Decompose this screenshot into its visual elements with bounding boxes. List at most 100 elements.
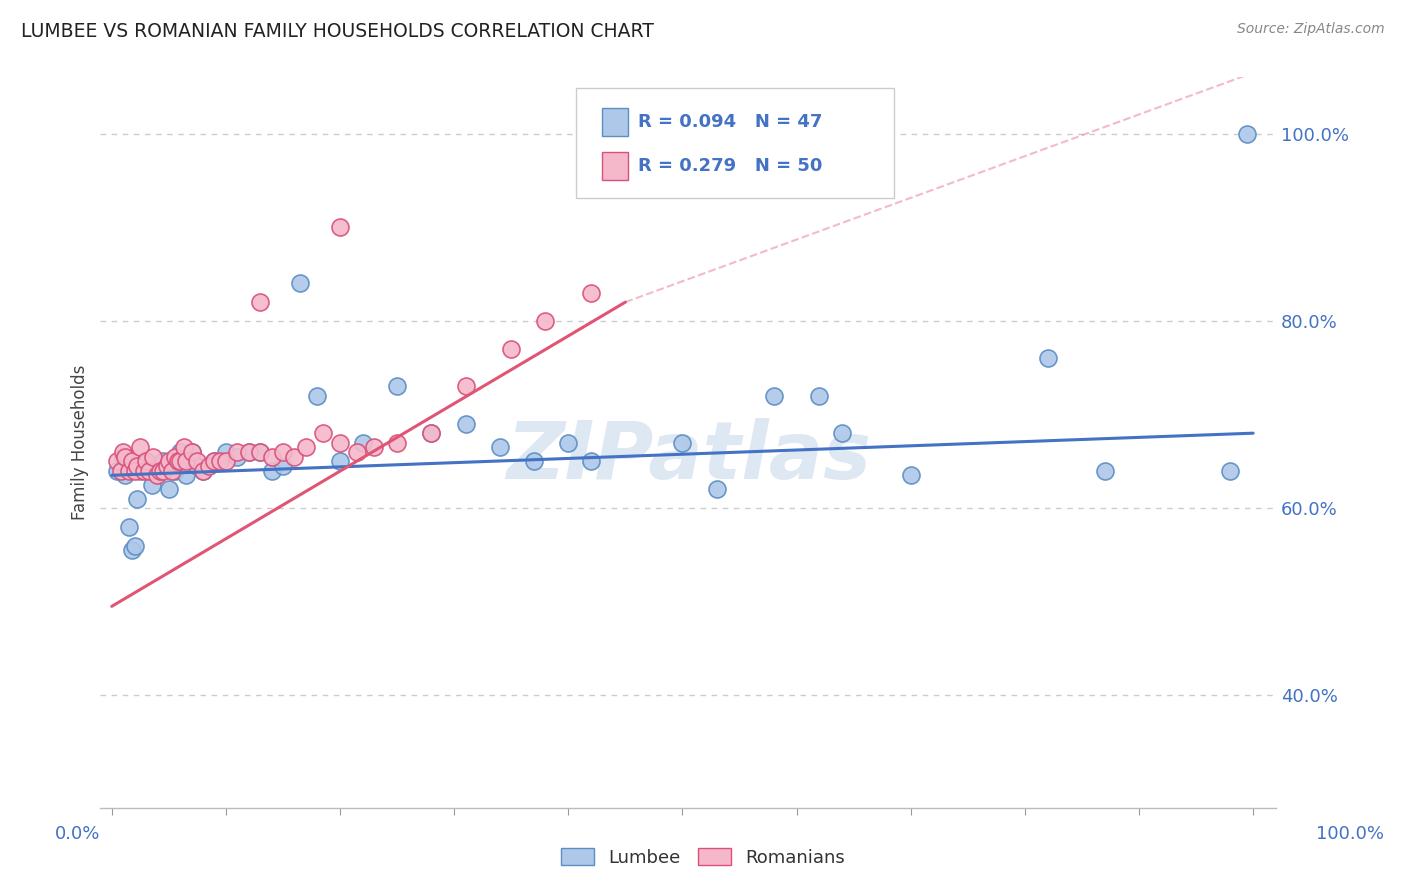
Point: [152, 454, 174, 468]
Legend: Lumbee, Romanians: Lumbee, Romanians: [554, 841, 852, 874]
Text: 100.0%: 100.0%: [1316, 825, 1384, 843]
Point: [174, 454, 197, 468]
Text: R = 0.094   N = 47: R = 0.094 N = 47: [637, 113, 823, 131]
Point: [152, 464, 174, 478]
Point: [271, 458, 294, 473]
Point: [146, 468, 169, 483]
FancyBboxPatch shape: [576, 88, 894, 198]
Point: [307, 389, 329, 403]
Point: [329, 435, 352, 450]
Text: Source: ZipAtlas.com: Source: ZipAtlas.com: [1237, 22, 1385, 37]
Point: [312, 426, 335, 441]
Point: [238, 445, 260, 459]
Point: [501, 342, 523, 356]
Point: [107, 454, 129, 468]
Point: [191, 464, 214, 478]
Point: [534, 314, 557, 328]
Point: [167, 454, 190, 468]
Point: [110, 464, 132, 478]
Text: ZIPatlas: ZIPatlas: [506, 418, 870, 496]
Point: [329, 454, 352, 468]
Point: [124, 539, 146, 553]
Point: [204, 454, 226, 468]
Point: [1236, 127, 1258, 141]
Point: [186, 458, 208, 473]
Point: [579, 285, 602, 300]
Point: [226, 450, 249, 464]
Point: [112, 450, 135, 464]
Point: [249, 295, 271, 310]
Point: [283, 450, 305, 464]
Point: [226, 445, 249, 459]
Point: [114, 468, 136, 483]
Point: [107, 464, 129, 478]
FancyBboxPatch shape: [602, 152, 628, 179]
Point: [163, 450, 186, 464]
Point: [121, 543, 143, 558]
Point: [186, 454, 208, 468]
Point: [132, 464, 155, 478]
Point: [138, 464, 160, 478]
Point: [125, 458, 148, 473]
Point: [135, 454, 157, 468]
Point: [557, 435, 579, 450]
Point: [191, 464, 214, 478]
Point: [385, 435, 408, 450]
Point: [149, 464, 172, 478]
Point: [180, 445, 202, 459]
Point: [215, 454, 238, 468]
Point: [420, 426, 443, 441]
Point: [523, 454, 546, 468]
Point: [260, 450, 283, 464]
Text: R = 0.279   N = 50: R = 0.279 N = 50: [637, 157, 823, 175]
Point: [454, 379, 477, 393]
Point: [671, 435, 693, 450]
Point: [1094, 464, 1116, 478]
Point: [352, 435, 374, 450]
Point: [112, 445, 135, 459]
FancyBboxPatch shape: [602, 108, 628, 136]
Point: [420, 426, 443, 441]
Point: [129, 464, 152, 478]
Text: LUMBEE VS ROMANIAN FAMILY HOUSEHOLDS CORRELATION CHART: LUMBEE VS ROMANIAN FAMILY HOUSEHOLDS COR…: [21, 22, 654, 41]
Point: [114, 450, 136, 464]
Point: [215, 445, 238, 459]
Point: [204, 454, 226, 468]
Point: [173, 440, 195, 454]
Point: [142, 450, 165, 464]
Point: [162, 464, 184, 478]
Point: [209, 454, 232, 468]
Point: [260, 464, 283, 478]
Point: [141, 477, 163, 491]
Point: [346, 445, 368, 459]
Point: [249, 445, 271, 459]
Text: 0.0%: 0.0%: [55, 825, 100, 843]
Point: [238, 445, 260, 459]
Point: [831, 426, 853, 441]
Point: [762, 389, 785, 403]
Point: [808, 389, 831, 403]
Point: [118, 520, 141, 534]
Point: [385, 379, 408, 393]
Point: [121, 454, 143, 468]
Point: [900, 468, 922, 483]
Point: [169, 454, 191, 468]
Point: [329, 220, 352, 235]
Point: [706, 483, 728, 497]
Point: [180, 445, 202, 459]
Point: [197, 458, 219, 473]
Point: [157, 483, 180, 497]
Point: [579, 454, 602, 468]
Point: [294, 440, 316, 454]
Point: [288, 277, 311, 291]
Point: [146, 458, 169, 473]
Point: [157, 454, 180, 468]
Point: [135, 454, 157, 468]
Point: [1219, 464, 1241, 478]
Point: [118, 464, 141, 478]
Point: [155, 458, 177, 473]
Point: [125, 491, 148, 506]
Point: [271, 445, 294, 459]
Point: [169, 445, 191, 459]
Point: [163, 464, 186, 478]
